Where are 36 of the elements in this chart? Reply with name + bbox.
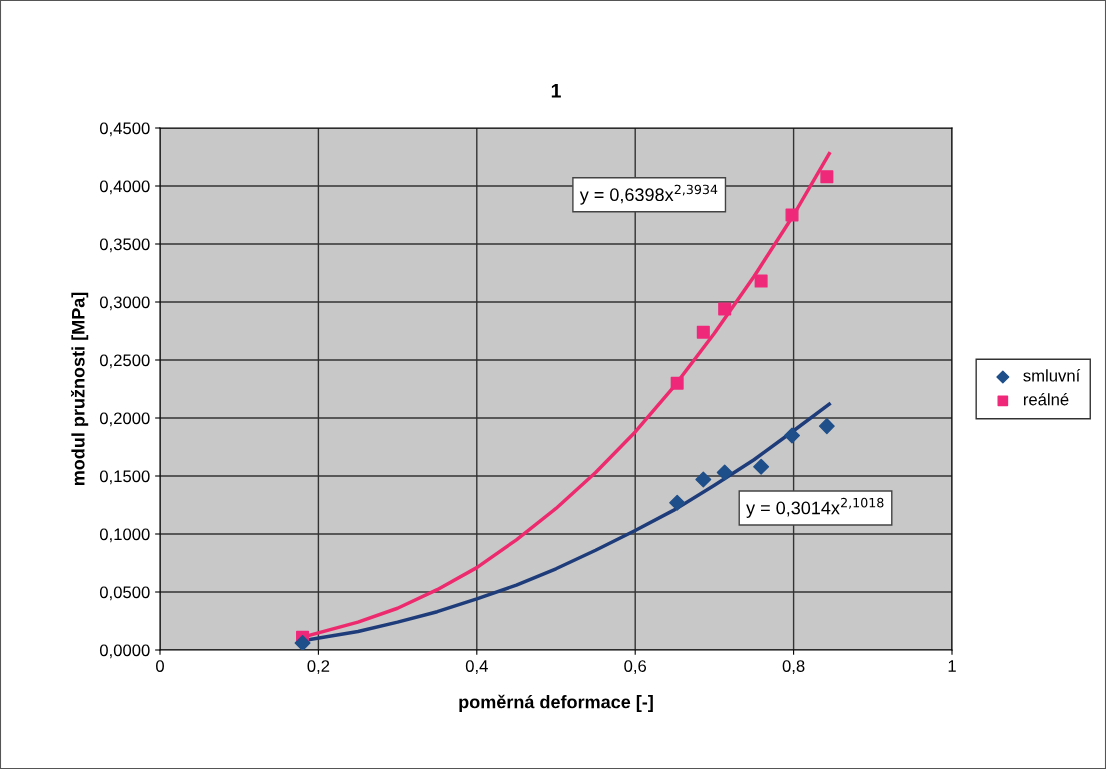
point <box>718 302 732 316</box>
point <box>753 458 770 475</box>
point <box>695 471 712 488</box>
legend-label: reálné <box>1023 392 1069 406</box>
x-tick-label: 0 <box>156 660 164 672</box>
x-tick-label: 1 <box>948 660 956 672</box>
y-tick-label: 0,1500 <box>99 470 150 485</box>
y-tick-label: 0,3500 <box>99 238 150 253</box>
point <box>820 170 834 184</box>
point <box>716 464 733 481</box>
x-tick-label: 0,2 <box>307 660 330 674</box>
point <box>784 427 800 444</box>
point <box>696 325 710 339</box>
point <box>294 635 311 650</box>
annotation: y = 0,3014x$^{2,1018}$ <box>746 497 884 518</box>
x-tick-label: 0,6 <box>624 660 647 674</box>
point <box>785 208 799 222</box>
y-axis-title: modul pružnosti [MPa] <box>70 292 89 486</box>
x-tick-label: 0,8 <box>782 660 805 674</box>
y-tick-label: 0,0000 <box>99 644 150 659</box>
point <box>818 418 835 435</box>
x-tick-label: 0,4 <box>465 660 488 674</box>
y-tick-label: 0,2000 <box>99 412 150 427</box>
y-tick-label: 0,3000 <box>99 296 150 311</box>
y-tick-label: 0,2500 <box>99 354 150 369</box>
point <box>754 274 768 288</box>
legend-label: smluvní <box>1023 369 1081 382</box>
y-tick-label: 0,0500 <box>99 586 150 601</box>
y-tick-label: 0,4000 <box>99 180 150 195</box>
y-tick-label: 0,1000 <box>99 528 150 543</box>
point <box>669 494 686 511</box>
annotation: y = 0,6398x$^{2,3934}$ <box>579 184 718 205</box>
y-tick-label: 0,4500 <box>99 122 150 137</box>
point <box>670 376 684 390</box>
x-axis-title: poměrná deformace [-] <box>459 694 653 712</box>
chart-title: 1 <box>551 84 561 98</box>
